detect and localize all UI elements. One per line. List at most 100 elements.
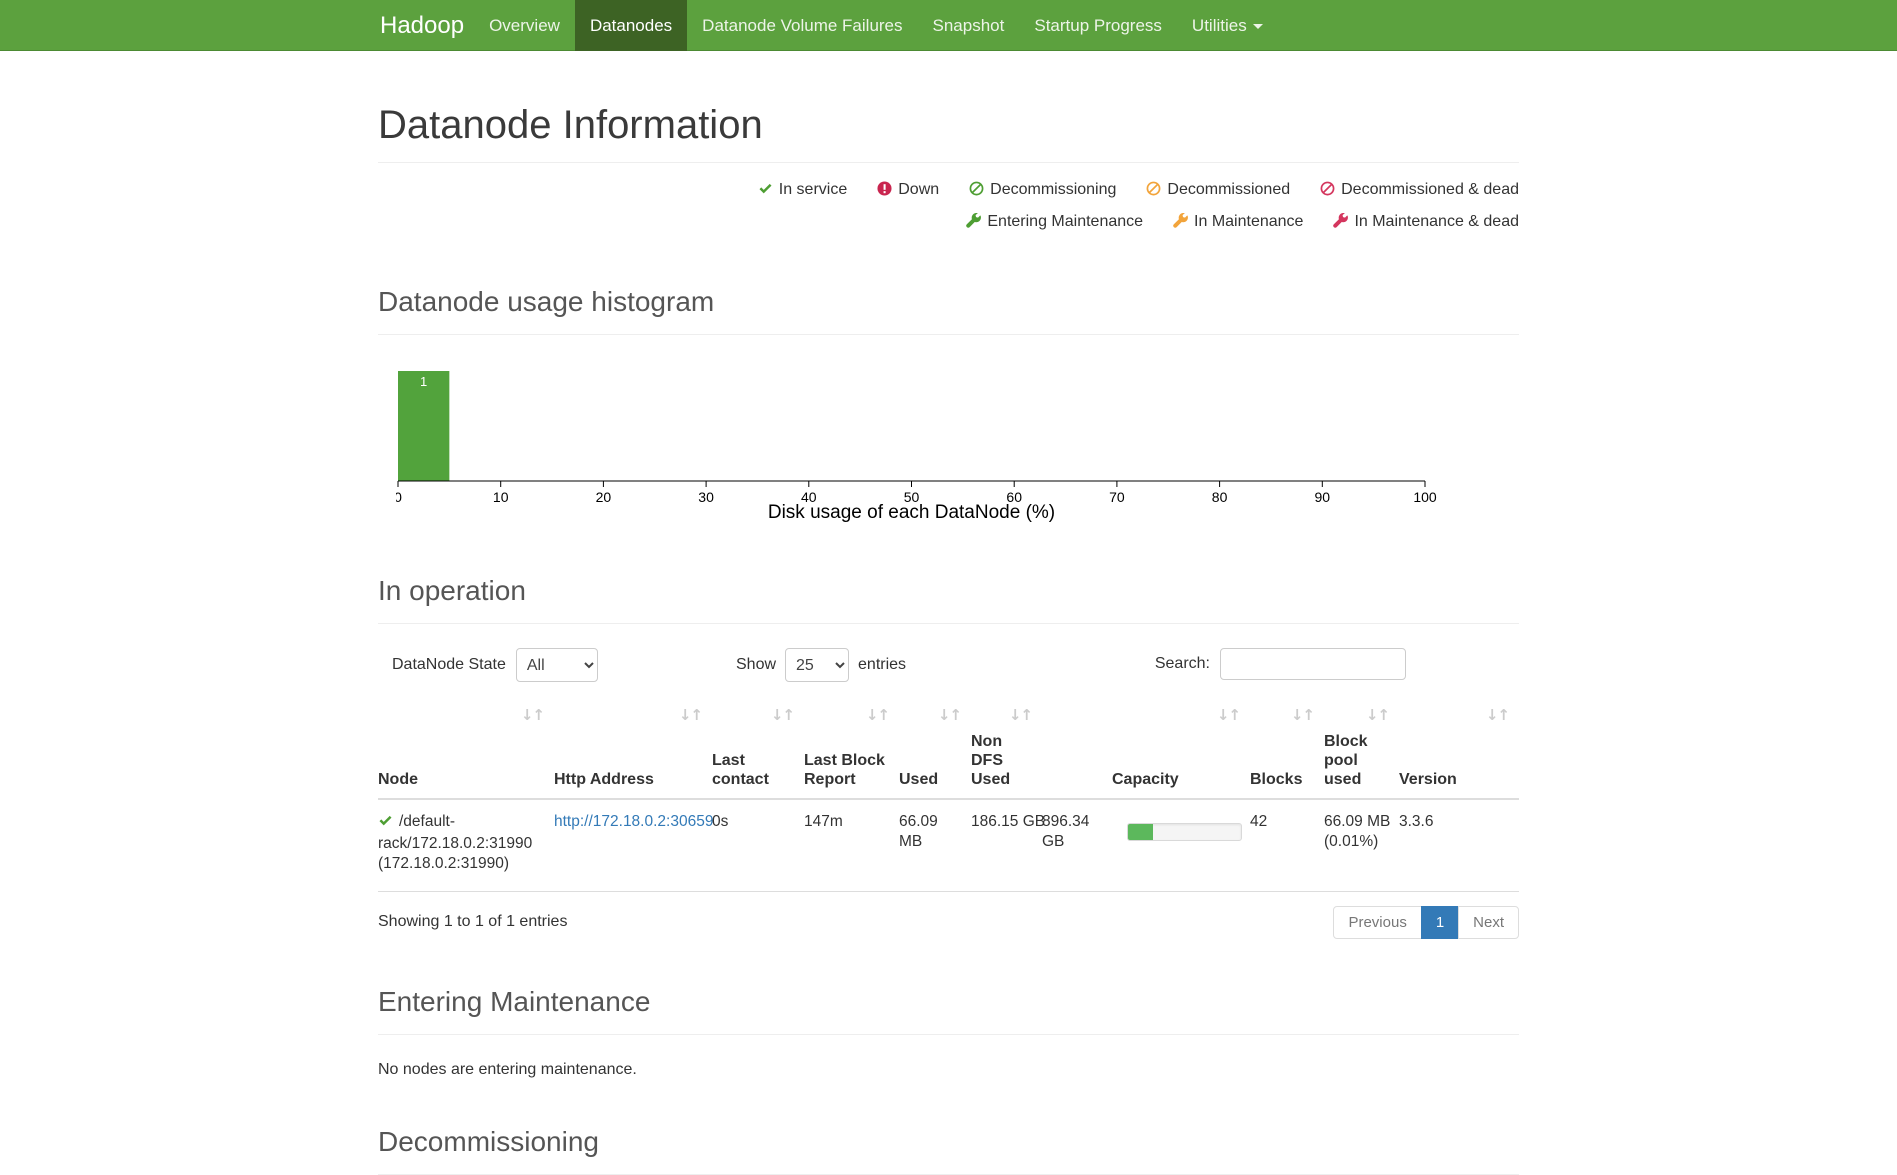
legend-item-down: Down: [877, 181, 939, 198]
table-summary: Showing 1 to 1 of 1 entries: [378, 913, 568, 931]
sort-icon: ↓↑: [1216, 706, 1241, 724]
x-axis-label: Disk usage of each DataNode (%): [768, 502, 1055, 523]
brand-hadoop[interactable]: Hadoop: [380, 12, 465, 39]
capacity-progress-bar: [1127, 823, 1242, 842]
nav-items: Overview Datanodes Datanode Volume Failure…: [474, 0, 1278, 51]
check-icon: [758, 177, 773, 207]
cell-block-pool-used: 66.09 MB (0.01%): [1324, 798, 1399, 892]
wrench-icon: [1173, 209, 1188, 239]
x-tick-label: 40: [801, 489, 817, 505]
column-header-blocks[interactable]: Blocks ↓↑: [1250, 702, 1324, 800]
http-address-link[interactable]: http://172.18.0.2:30659: [554, 812, 714, 830]
cell-version: 3.3.6: [1399, 798, 1519, 892]
cell-node: /default-rack/172.18.0.2:31990 (172.18.0…: [378, 798, 554, 892]
node-state-legend: In service Down Decommissioning Decommissio…: [378, 175, 1519, 239]
x-tick-label: 50: [904, 489, 920, 505]
wrench-icon: [966, 209, 982, 239]
section-title-entering-maintenance: Entering Maintenance: [378, 986, 1519, 1035]
capacity-progress-fill: [1128, 824, 1154, 841]
entries-label: entries: [858, 656, 907, 673]
sort-icon: ↓↑: [865, 706, 890, 724]
cell-used: 66.09 MB: [899, 798, 971, 892]
sort-icon: ↓↑: [770, 706, 795, 724]
sort-icon: ↓↑: [1008, 706, 1033, 724]
legend-item-decommissioned: Decommissioned: [1146, 181, 1290, 198]
bar-count-label: 1: [420, 374, 427, 389]
navbar: Hadoop Overview Datanodes Datanode Volume …: [0, 0, 1897, 51]
cell-last-contact: 0s: [712, 798, 804, 892]
cell-non-dfs-used: 186.15 GB: [971, 798, 1045, 892]
column-header-last-contact[interactable]: Last contact ↓↑: [712, 702, 804, 800]
x-tick-label: 70: [1109, 489, 1125, 505]
show-label: Show: [736, 656, 777, 673]
sort-icon: ↓↑: [937, 706, 962, 724]
page-length-select[interactable]: 25: [785, 648, 850, 682]
in-service-check-icon: [378, 813, 393, 834]
search-input[interactable]: [1220, 648, 1406, 680]
datanodes-table: Node ↓↑ Http Address ↓↑ Last contact ↓↑ Last B…: [378, 702, 1519, 892]
x-tick-label: 60: [1006, 489, 1022, 505]
datanode-state-label: DataNode State: [392, 656, 506, 673]
datanode-usage-histogram: 1 0 10 20 30 40 50 60 70 80 90 100 Disk usage of eac…: [378, 361, 1519, 528]
pagination: Previous 1 Next: [1333, 905, 1519, 939]
column-header-capacity[interactable]: Capacity ↓↑: [1042, 702, 1250, 800]
sort-icon: ↓↑: [678, 706, 703, 724]
cell-http-address: http://172.18.0.2:30659: [554, 798, 714, 892]
table-row: /default-rack/172.18.0.2:31990 (172.18.0…: [378, 798, 1519, 892]
pagination-next-button[interactable]: Next: [1458, 905, 1519, 939]
search-label: Search:: [1154, 655, 1210, 672]
sort-icon: ↓↑: [1365, 706, 1390, 724]
legend-item-entering-maintenance: Entering Maintenance: [966, 212, 1143, 230]
x-tick-label: 10: [493, 489, 509, 505]
sort-icon: ↓↑: [1485, 706, 1510, 724]
nav-item-datanodes[interactable]: Datanodes: [574, 0, 688, 51]
x-tick-label: 100: [1413, 489, 1437, 505]
sort-icon: ↓↑: [520, 706, 545, 724]
x-tick-label: 20: [596, 489, 612, 505]
ban-icon: [1320, 177, 1335, 207]
datanode-state-select[interactable]: All: [515, 648, 598, 682]
column-header-block-pool-used[interactable]: Block pool used ↓↑: [1324, 702, 1399, 800]
ban-icon: [1146, 177, 1161, 207]
legend-item-decommissioned-dead: Decommissioned & dead: [1320, 181, 1519, 198]
column-header-http-address[interactable]: Http Address ↓↑: [554, 702, 712, 800]
column-header-used[interactable]: Used ↓↑: [899, 702, 971, 800]
section-title-decommissioning: Decommissioning: [378, 1126, 1519, 1175]
legend-item-in-service: In service: [758, 181, 847, 198]
nav-item-startup-progress[interactable]: Startup Progress: [1034, 16, 1162, 35]
legend-item-in-maintenance: In Maintenance: [1173, 212, 1303, 230]
x-tick-label: 80: [1212, 489, 1228, 505]
nav-item-utilities[interactable]: Utilities: [1177, 0, 1278, 51]
capacity-value: 896.34 GB: [1042, 812, 1090, 851]
column-header-version[interactable]: Version ↓↑: [1399, 702, 1519, 800]
table-controls: DataNode State All Show 25 entries Searc…: [378, 648, 1519, 684]
nav-item-overview[interactable]: Overview: [489, 16, 560, 35]
ban-icon: [969, 177, 984, 207]
entering-maintenance-empty-message: No nodes are entering maintenance.: [378, 1060, 637, 1078]
nav-item-datanode-volume-failures[interactable]: Datanode Volume Failures: [702, 16, 903, 35]
page-title: Datanode Information: [378, 103, 763, 147]
histogram-bar: [398, 371, 450, 481]
x-tick-label: 90: [1315, 489, 1331, 505]
cell-blocks: 42: [1250, 798, 1324, 892]
legend-item-decommissioning: Decommissioning: [969, 181, 1116, 198]
pagination-page-1-button[interactable]: 1: [1420, 905, 1460, 939]
column-header-last-block-report[interactable]: Last Block Report ↓↑: [804, 702, 899, 800]
nav-item-snapshot[interactable]: Snapshot: [932, 16, 1005, 35]
page-header: Datanode Information: [378, 103, 1519, 163]
cell-capacity: 896.34 GB: [1042, 798, 1250, 892]
pagination-previous-button[interactable]: Previous: [1333, 905, 1422, 939]
column-header-non-dfs-used[interactable]: Non DFS Used ↓↑: [971, 702, 1042, 800]
sort-icon: ↓↑: [1290, 706, 1315, 724]
section-title-histogram: Datanode usage histogram: [378, 286, 1519, 335]
section-title-in-operation: In operation: [378, 575, 1519, 624]
x-tick-label: 30: [698, 489, 714, 505]
exclamation-circle-icon: [877, 177, 892, 207]
x-tick-label: 0: [396, 489, 402, 505]
column-header-node[interactable]: Node ↓↑: [378, 702, 554, 800]
wrench-icon: [1333, 209, 1349, 239]
cell-last-block-report: 147m: [804, 798, 899, 892]
legend-item-in-maintenance-dead: In Maintenance & dead: [1333, 212, 1519, 230]
caret-down-icon: [1252, 24, 1263, 29]
